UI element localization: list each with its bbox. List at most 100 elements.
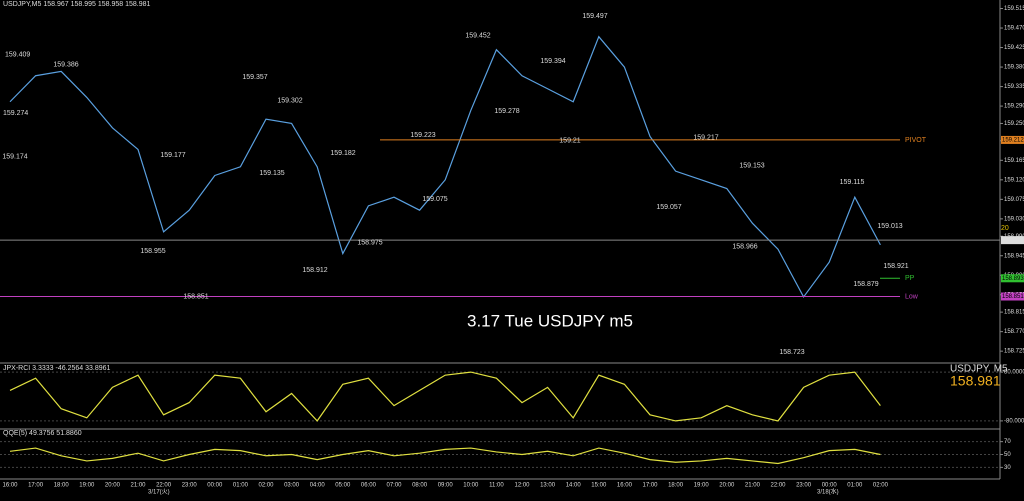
y-tick-label: 70: [1004, 439, 1011, 445]
x-tick-label: 12:00: [514, 483, 530, 489]
price-annotation: 158.955: [140, 248, 165, 255]
x-tick-label: 02:00: [873, 483, 889, 489]
x-tick-label: 04:00: [310, 483, 326, 489]
x-tick-label: 15:00: [591, 483, 607, 489]
price-annotation: 159.497: [582, 13, 607, 20]
y-tick-label: 159.470: [1004, 26, 1024, 32]
price-annotation: 159.153: [739, 162, 764, 169]
x-tick-label: 14:00: [566, 483, 582, 489]
header: USDJPY,M5 158.967 158.995 158.958 158.98…: [3, 1, 150, 8]
x-tick-label: 18:00: [668, 483, 684, 489]
price-annotation: 159.452: [465, 33, 490, 40]
price-line: [9, 371, 881, 422]
price-tag: [1001, 274, 1024, 283]
y-tick-label: 158.945: [1004, 253, 1024, 259]
x-tick-label: 16:00: [617, 483, 633, 489]
y-tick-label: 50: [1004, 452, 1011, 458]
price-annotation: 159.174: [2, 153, 27, 160]
price-annotation: 159.057: [656, 204, 681, 211]
x-tick-label: 13:00: [540, 483, 556, 489]
x-tick-label: 07:00: [386, 483, 402, 489]
x-tick-label: 19:00: [79, 483, 95, 489]
price-tag: [1001, 292, 1024, 301]
x-tick-label: 02:00: [258, 483, 274, 489]
price-annotation: 158.975: [357, 240, 382, 247]
panel-title: JPX-RCI 3.3333 -46.2564 33.8961: [3, 365, 111, 372]
price-annotation: 159.409: [5, 51, 30, 58]
price-annotation: 159.013: [877, 223, 902, 230]
x-tick-label: 01:00: [233, 483, 249, 489]
y-tick-label: -80.0000: [1004, 418, 1024, 424]
price-annotation: 159.302: [277, 98, 302, 105]
date-label: 3/18(水): [817, 488, 839, 496]
x-tick-label: 06:00: [361, 483, 377, 489]
y-tick-label: 159.165: [1004, 158, 1024, 164]
y-tick-label: 80.0000: [1004, 370, 1024, 376]
x-tick-label: 16:00: [2, 483, 18, 489]
x-tick-label: 22:00: [156, 483, 172, 489]
x-tick-label: 19:00: [694, 483, 710, 489]
panel-title: QQE(5) 49.3756 51.8860: [3, 430, 82, 437]
price-tag-label: 158.851: [1002, 294, 1024, 300]
y-tick-label: 159.120: [1004, 177, 1024, 183]
price-annotation: 158.879: [853, 281, 878, 288]
price-annotation: 158.921: [883, 263, 908, 270]
level-name: Low: [905, 293, 919, 300]
last-price: 158.981: [950, 373, 1001, 389]
price-annotation: 158.966: [732, 243, 757, 250]
x-tick-label: 20:00: [719, 483, 735, 489]
y-tick-label: 159.250: [1004, 121, 1024, 127]
y-tick-label: 30: [1004, 465, 1011, 471]
x-tick-label: 23:00: [796, 483, 812, 489]
price-annotation: 159.177: [160, 152, 185, 159]
price-annotation: 159.115: [840, 179, 865, 186]
y-tick-label: 159.380: [1004, 65, 1024, 71]
y-tick-label: 159.425: [1004, 45, 1024, 51]
x-tick-label: 03:00: [284, 483, 300, 489]
price-annotation: 159.217: [693, 135, 718, 142]
level-name: PIVOT: [905, 137, 927, 144]
y-tick-label: 159.515: [1004, 6, 1024, 12]
watermark: 3.17 Tue USDJPY m5: [467, 311, 633, 330]
x-tick-label: 17:00: [642, 483, 658, 489]
symbol: USDJPY, M5: [950, 364, 1008, 375]
y-tick-label: 159.075: [1004, 197, 1024, 203]
x-tick-label: 23:00: [182, 483, 198, 489]
x-tick-label: 08:00: [412, 483, 428, 489]
price-line: [9, 447, 881, 465]
price-annotation: 158.912: [302, 267, 327, 274]
x-tick-label: 20:00: [105, 483, 121, 489]
y-tick-label: 159.290: [1004, 104, 1024, 110]
x-tick-label: 11:00: [489, 483, 504, 489]
price-annotation: 159.135: [259, 170, 284, 177]
price-tag: [1001, 135, 1024, 144]
price-annotation: 159.223: [410, 132, 435, 139]
price-annotation: 159.075: [422, 196, 447, 203]
x-tick-label: 17:00: [28, 483, 44, 489]
y-tick-label: 158.815: [1004, 310, 1024, 316]
date-label: 3/17(火): [148, 489, 170, 496]
x-tick-label: 00:00: [207, 483, 223, 489]
side-label: 20: [1001, 225, 1009, 232]
price-annotation: 159.182: [330, 150, 355, 157]
price-annotation: 159.21: [559, 138, 581, 145]
x-tick-label: 22:00: [770, 483, 786, 489]
price-annotation: 158.723: [779, 349, 804, 356]
y-tick-label: 158.770: [1004, 329, 1024, 335]
y-tick-label: 159.030: [1004, 216, 1024, 222]
price-annotation: 159.278: [494, 108, 519, 115]
x-tick-label: 21:00: [745, 483, 761, 489]
x-tick-label: 05:00: [335, 483, 351, 489]
price-line: [9, 35, 881, 299]
x-tick-label: 01:00: [847, 483, 863, 489]
x-tick-label: 09:00: [438, 483, 454, 489]
price-annotation: 159.357: [242, 74, 267, 81]
price-tag: [1001, 236, 1024, 245]
price-tag-label: 159.212: [1002, 138, 1024, 144]
x-tick-label: 21:00: [130, 483, 146, 489]
y-tick-label: 158.725: [1004, 349, 1024, 355]
price-annotation: 158.851: [183, 293, 208, 300]
y-tick-label: 159.335: [1004, 84, 1024, 90]
